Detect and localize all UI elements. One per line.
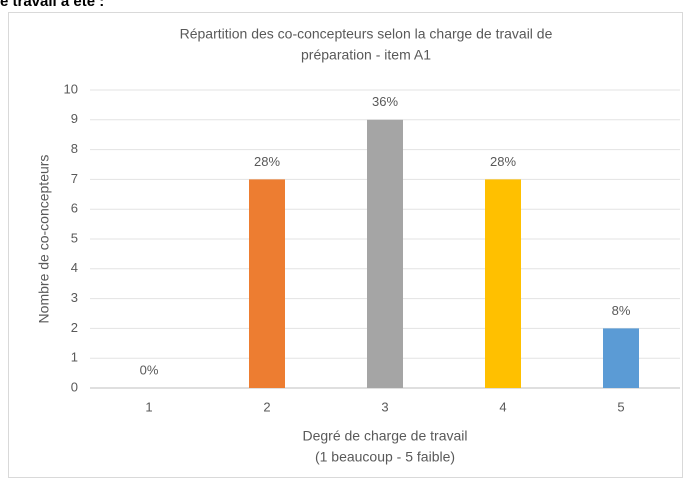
header-text: e travail a été : (0, 0, 105, 10)
data-label: 36% (372, 94, 398, 109)
y-tick-label: 10 (64, 81, 78, 96)
chart-title: préparation - item A1 (301, 47, 431, 63)
y-tick-label: 2 (71, 320, 78, 335)
x-tick-label: 4 (499, 399, 506, 414)
y-tick-label: 0 (71, 379, 78, 394)
data-label: 0% (140, 362, 159, 377)
x-tick-label: 3 (381, 399, 388, 414)
data-label: 28% (490, 154, 516, 169)
y-tick-label: 4 (71, 260, 78, 275)
x-axis-label: Degré de charge de travail (303, 428, 468, 444)
data-label: 8% (612, 303, 631, 318)
bar (485, 179, 521, 388)
chart-title: Répartition des co-concepteurs selon la … (180, 26, 553, 42)
bar (603, 328, 639, 388)
y-tick-label: 1 (71, 350, 78, 365)
y-tick-label: 7 (71, 171, 78, 186)
x-axis-label: (1 beaucoup - 5 faible) (315, 449, 455, 465)
bar (249, 179, 285, 388)
y-tick-label: 9 (71, 111, 78, 126)
data-label: 28% (254, 154, 280, 169)
x-tick-label: 2 (263, 399, 270, 414)
y-axis-label: Nombre de co-concepteurs (36, 155, 52, 324)
y-tick-label: 5 (71, 230, 78, 245)
y-tick-label: 8 (71, 141, 78, 156)
bar (367, 119, 403, 389)
x-tick-label: 1 (145, 399, 152, 414)
chart-frame (8, 12, 683, 478)
y-tick-label: 6 (71, 201, 78, 216)
x-tick-label: 5 (617, 399, 624, 414)
y-tick-label: 3 (71, 290, 78, 305)
